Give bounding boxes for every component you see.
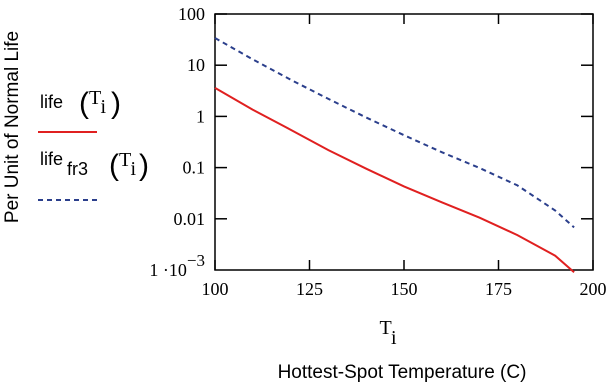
y-tick-labels: 100 10 1 0.1 0.01 (174, 4, 593, 229)
y-tick-label: 0.01 (174, 209, 206, 229)
legend-fr3-arg-base: T (119, 149, 131, 171)
legend: life ( Ti ) life fr3 ( Ti ) (38, 87, 149, 201)
y-tick-label: 10 (187, 55, 205, 75)
x-variable-sub: i (391, 327, 397, 349)
legend-entry-life-fr3: life fr3 ( Ti ) (38, 149, 149, 201)
legend-life-paren-open: ( (79, 87, 89, 120)
legend-life-arg-sub: i (101, 96, 107, 118)
y-tick-label: 1 (196, 106, 205, 126)
y-tick-label-min: 1 ·10−3 (149, 251, 205, 280)
legend-fr3-base: life (40, 149, 63, 169)
legend-fr3-paren-open: ( (109, 149, 119, 182)
x-tick-label: 150 (391, 279, 418, 299)
x-variable-base: T (379, 317, 391, 339)
x-tick-label: 100 (202, 279, 229, 299)
legend-fr3-arg-sub: i (131, 158, 137, 180)
series-line-life (214, 87, 575, 274)
y-tick-min-exponent: −3 (187, 251, 205, 270)
y-tick-label: 100 (178, 4, 205, 24)
legend-fr3-paren-close: ) (139, 149, 149, 182)
legend-life-base: life (40, 92, 63, 112)
x-tick-label: 175 (485, 279, 512, 299)
series-line-life-fr3 (214, 37, 575, 229)
y-tick-min-mantissa: 1 ·10 (149, 260, 187, 280)
series-layer (214, 37, 575, 274)
legend-entry-life: life ( Ti ) (38, 87, 121, 133)
x-tick-labels: 100 125 150 175 200 (202, 14, 607, 299)
legend-fr3-label: life fr3 (40, 149, 88, 179)
y-axis-title: Per Unit of Normal Life (2, 31, 23, 223)
legend-fr3-arg: Ti (119, 149, 137, 180)
legend-life-arg: Ti (89, 87, 107, 118)
legend-life-arg-base: T (89, 87, 101, 109)
legend-life-label: life (40, 92, 63, 112)
legend-fr3-sub: fr3 (67, 159, 88, 179)
x-axis-title: Hottest-Spot Temperature (C) (278, 362, 527, 383)
x-variable-label: Ti (379, 317, 397, 349)
x-tick-label: 125 (296, 279, 323, 299)
y-tick-label: 0.1 (183, 158, 206, 178)
plot-frame (214, 13, 594, 271)
x-tick-label: 200 (580, 279, 607, 299)
legend-life-paren-close: ) (111, 87, 121, 120)
